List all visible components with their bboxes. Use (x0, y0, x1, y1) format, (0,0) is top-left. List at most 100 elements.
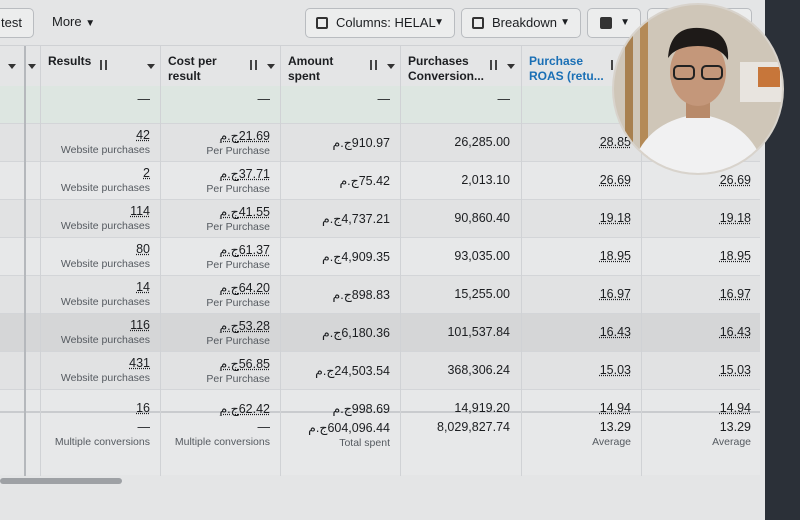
column-header[interactable]: Cost per result (168, 54, 217, 83)
table-cell: 368,306.24 (400, 363, 520, 377)
table-cell: 61.37ج.م Per Purchase (160, 242, 280, 271)
sort-arrow (100, 60, 102, 70)
table-cell: 6,180.36ج.م (280, 325, 400, 340)
cell-value: 101,537.84 (447, 325, 510, 339)
table-cell: 56.85ج.م Per Purchase (160, 356, 280, 385)
cell-value: 24,503.54ج.م (315, 364, 390, 378)
table-cell: 910.97ج.م (280, 135, 400, 150)
sort-arrow (495, 60, 497, 70)
column-header[interactable]: Purchases Conversion... (408, 54, 485, 83)
cell-sublabel: Website purchases (60, 144, 150, 156)
table-cell: 898.83ج.م (280, 287, 400, 302)
table-cell: 42 Website purchases (40, 128, 160, 156)
cell-value: 19.18 (719, 211, 751, 225)
sort-arrow (375, 60, 377, 70)
toolbar-button[interactable]: Breakdown ▼ (461, 8, 581, 38)
dropdown-caret[interactable] (387, 64, 395, 69)
sort-arrow (611, 60, 613, 70)
column-divider (400, 46, 401, 476)
table-row (0, 275, 760, 313)
dropdown-caret[interactable] (267, 64, 275, 69)
table-cell: 75.42ج.م (280, 173, 400, 188)
cell-value: 18.95 (599, 249, 631, 263)
table-cell: 998.69ج.م (280, 401, 400, 416)
cell-sublabel: Multiple conversions (174, 436, 270, 448)
cell-sublabel: Per Purchase (206, 145, 270, 157)
cell-value: 910.97ج.م (332, 136, 390, 150)
table-cell: — Multiple conversions (160, 420, 280, 448)
cell-value: 2 (143, 166, 150, 180)
cell-sublabel: Per Purchase (206, 297, 270, 309)
cell-value: 13.29 (599, 420, 631, 434)
cell-value: 53.28ج.م (219, 319, 270, 333)
table-cell: 16.43 (641, 325, 761, 339)
summary-cell: — (137, 92, 151, 106)
cell-value: 8,029,827.74 (437, 420, 510, 434)
column-divider (641, 46, 642, 476)
column-header[interactable]: Results (48, 54, 92, 68)
cell-value: 41.55ج.م (219, 205, 270, 219)
cell-value: 26,285.00 (454, 135, 510, 149)
totals-row (0, 411, 760, 475)
dropdown-caret[interactable] (28, 64, 36, 69)
cell-sublabel: Multiple conversions (54, 436, 150, 448)
table-cell: 431 Website purchases (40, 356, 160, 384)
toolbar-button[interactable]: Columns: HELAL ▼ (305, 8, 455, 38)
table-cell: 18.95 (521, 249, 641, 263)
table-cell: 21.69ج.م Per Purchase (160, 128, 280, 157)
table-cell: 114 Website purchases (40, 204, 160, 232)
table-cell: 26,285.00 (400, 135, 520, 149)
cell-value: 28.85 (599, 135, 631, 149)
cell-value: 2,013.10 (461, 173, 510, 187)
cell-value: 114 (130, 204, 150, 218)
cell-sublabel: Website purchases (60, 372, 150, 384)
table-cell: 101,537.84 (400, 325, 520, 339)
icon-button[interactable]: ▼ (587, 8, 641, 38)
cell-value: 21.69ج.م (219, 129, 270, 143)
cell-value: 90,860.40 (454, 211, 510, 225)
table-cell: 19.18 (521, 211, 641, 225)
cell-sublabel: Per Purchase (206, 335, 270, 347)
table-cell: 2 Website purchases (40, 166, 160, 194)
table-cell: 13.29 Average (521, 420, 641, 448)
table-cell: 26.69 (641, 173, 761, 187)
cell-value: 898.83ج.م (332, 288, 390, 302)
table-row (0, 199, 760, 237)
cell-value: 15.03 (599, 363, 631, 377)
cell-value: 4,909.35ج.م (322, 250, 390, 264)
cell-value: 62.42ج.م (219, 402, 270, 416)
cell-value: 6,180.36ج.م (322, 326, 390, 340)
dropdown-caret[interactable] (8, 64, 16, 69)
table-cell: 14 Website purchases (40, 280, 160, 308)
table-row (0, 237, 760, 275)
table-cell: 604,096.44ج.م Total spent (280, 420, 400, 449)
table-cell: 14,919.20 (400, 401, 520, 415)
table-cell: 4,909.35ج.م (280, 249, 400, 264)
dropdown-caret[interactable] (147, 64, 155, 69)
table-cell: 93,035.00 (400, 249, 520, 263)
webcam-overlay (612, 3, 784, 175)
table-cell: 14.94 (521, 401, 641, 415)
column-divider (280, 46, 281, 476)
cell-value: 61.37ج.م (219, 243, 270, 257)
column-header[interactable]: Purchase ROAS (retu... (529, 54, 604, 83)
cell-value: 56.85ج.م (219, 357, 270, 371)
table-row (0, 313, 760, 351)
cell-value: 16 (136, 401, 150, 415)
dropdown-caret[interactable] (507, 64, 515, 69)
cell-value: 604,096.44ج.م (308, 421, 390, 435)
cell-value: 18.95 (719, 249, 751, 263)
cell-value: 14.94 (719, 401, 751, 415)
table-cell: 16 (40, 401, 160, 415)
sort-arrow (490, 60, 492, 70)
cell-sublabel: Per Purchase (206, 259, 270, 271)
toolbar-button[interactable]: More ▼ (52, 14, 96, 29)
column-divider (40, 46, 41, 476)
toolbar-button[interactable]: test (0, 8, 34, 38)
table-cell: 16.97 (521, 287, 641, 301)
table-cell: 116 Website purchases (40, 318, 160, 346)
column-header[interactable]: Amount spent (288, 54, 334, 83)
table-cell: 80 Website purchases (40, 242, 160, 270)
table-cell: 15.03 (641, 363, 761, 377)
cell-sublabel: Per Purchase (206, 373, 270, 385)
